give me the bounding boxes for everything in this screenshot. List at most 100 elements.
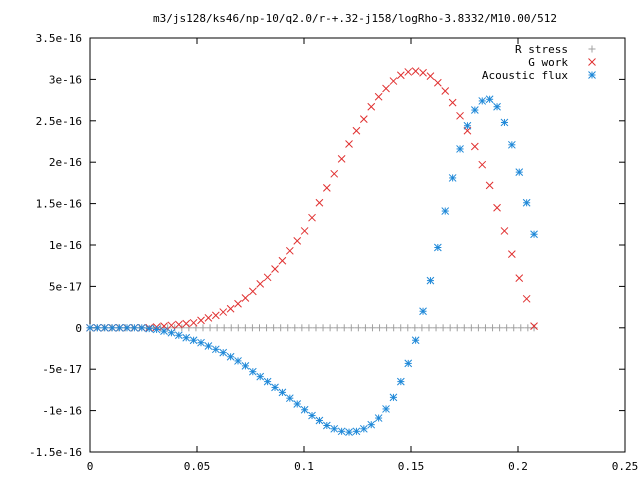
data-point xyxy=(517,324,525,332)
marker-stroke xyxy=(211,345,220,354)
marker-stroke xyxy=(115,323,124,332)
data-point xyxy=(199,324,207,332)
y-tick-label: -5e-17 xyxy=(42,363,82,376)
marker-stroke xyxy=(248,367,257,376)
data-point xyxy=(319,324,327,332)
marker-stroke xyxy=(396,377,405,386)
marker-stroke xyxy=(456,111,464,120)
data-point xyxy=(419,307,427,316)
data-point xyxy=(500,227,509,235)
data-point xyxy=(330,169,339,178)
marker-stroke xyxy=(285,394,294,403)
data-point xyxy=(359,115,368,123)
axes: 0 0.05 0.1 0.15 0.2 0.25 3.5e-16 3e-16 2.5e-16 2e… xyxy=(29,32,638,473)
marker-stroke xyxy=(263,377,272,386)
data-point xyxy=(312,324,320,332)
data-point xyxy=(270,324,278,332)
marker-stroke xyxy=(197,316,205,325)
data-point xyxy=(432,324,440,332)
data-point xyxy=(308,213,316,222)
data-point xyxy=(234,357,242,365)
marker-stroke xyxy=(441,87,450,95)
legend-marker xyxy=(588,71,596,79)
marker-stroke xyxy=(204,314,213,322)
data-point xyxy=(206,324,214,332)
marker-stroke xyxy=(130,323,139,332)
marker-stroke xyxy=(588,71,596,79)
data-point xyxy=(397,324,405,332)
marker-stroke xyxy=(241,294,250,302)
data-point xyxy=(204,314,213,322)
data-point xyxy=(389,77,398,85)
chart-title: m3/js128/ks46/np-10/q2.0/r-+.32-j158/log… xyxy=(153,12,557,25)
marker-stroke xyxy=(419,307,427,316)
marker-stroke xyxy=(522,198,531,207)
data-point xyxy=(263,324,271,332)
data-point xyxy=(197,338,205,347)
marker-stroke xyxy=(308,213,316,222)
marker-stroke xyxy=(404,359,413,368)
marker-stroke xyxy=(433,78,442,87)
data-point xyxy=(376,324,384,332)
data-point xyxy=(515,274,524,282)
y-tick-label: 1e-16 xyxy=(49,239,82,252)
data-point xyxy=(171,324,179,332)
marker-stroke xyxy=(470,106,479,114)
marker-stroke xyxy=(300,405,309,414)
legend-label: R stress xyxy=(515,43,568,56)
marker-stroke xyxy=(330,169,339,178)
data-point xyxy=(347,324,355,332)
data-point xyxy=(211,345,220,354)
marker-stroke xyxy=(174,320,183,329)
data-point xyxy=(453,324,461,332)
legend-label: Acoustic flux xyxy=(482,69,568,82)
data-point xyxy=(308,411,316,420)
marker-stroke xyxy=(219,348,228,357)
data-point xyxy=(367,420,376,429)
data-point xyxy=(285,246,294,255)
y-tick-label: -1e-16 xyxy=(42,405,82,418)
data-point xyxy=(345,140,353,148)
marker-stroke xyxy=(515,168,524,176)
data-point xyxy=(219,348,228,357)
y-tick-label: 2.5e-16 xyxy=(36,115,82,128)
data-point xyxy=(167,321,176,330)
data-point xyxy=(419,68,427,77)
marker-stroke xyxy=(100,323,109,332)
marker-stroke xyxy=(182,319,191,328)
data-point xyxy=(333,324,341,332)
data-point xyxy=(248,287,257,296)
data-point xyxy=(315,416,324,425)
marker-stroke xyxy=(241,362,250,370)
marker-stroke xyxy=(485,181,494,190)
marker-stroke xyxy=(500,118,509,127)
marker-stroke xyxy=(456,145,464,153)
marker-stroke xyxy=(493,102,501,111)
marker-stroke xyxy=(396,71,405,80)
data-point xyxy=(330,424,339,433)
data-point xyxy=(493,203,501,212)
data-point xyxy=(93,323,102,332)
data-point xyxy=(255,324,263,332)
data-point xyxy=(271,383,279,392)
data-point xyxy=(433,78,442,87)
marker-stroke xyxy=(345,428,353,436)
data-point xyxy=(411,67,420,75)
data-point xyxy=(248,367,257,376)
data-point xyxy=(256,372,265,381)
marker-stroke xyxy=(515,274,524,282)
data-point xyxy=(167,328,176,337)
data-point xyxy=(478,160,487,169)
data-point xyxy=(500,118,509,127)
data-point xyxy=(322,421,331,430)
data-point xyxy=(359,424,368,433)
data-point xyxy=(374,414,383,422)
data-point xyxy=(234,299,242,308)
data-point xyxy=(291,324,299,332)
data-point xyxy=(352,126,361,135)
data-point xyxy=(426,276,435,285)
data-point xyxy=(404,359,413,368)
data-point xyxy=(478,97,487,105)
data-point xyxy=(496,324,504,332)
marker-stroke xyxy=(382,84,390,93)
